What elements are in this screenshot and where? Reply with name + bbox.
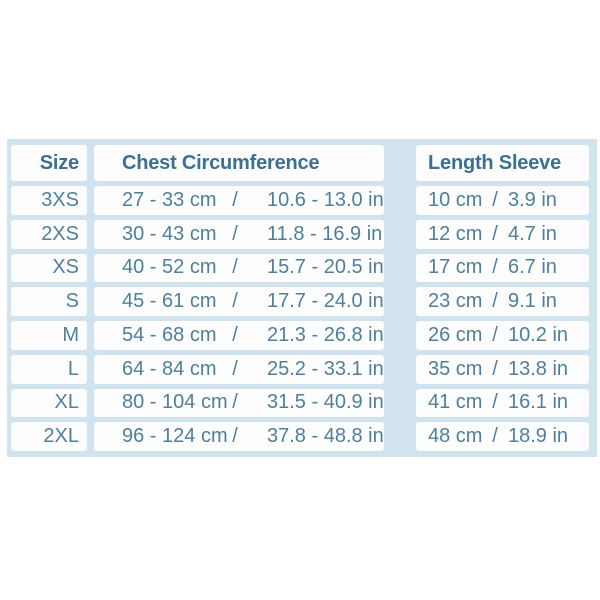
length-sleeve-cell: 41 cm / 16.1 in xyxy=(416,388,589,418)
sleeve-in-value: 4.7 in xyxy=(508,222,557,245)
sleeve-in-value: 10.2 in xyxy=(508,323,569,346)
length-sleeve-cell: 12 cm / 4.7 in xyxy=(416,219,589,249)
length-sleeve-cell: 48 cm / 18.9 in xyxy=(416,422,589,451)
chest-circumference-cell: 27 - 33 cm / 10.6 - 13.0 in xyxy=(94,186,384,215)
chest-circumference-cell: 54 - 68 cm / 21.3 - 26.8 in xyxy=(94,321,384,350)
size-value: 2XL xyxy=(11,422,87,451)
slash-separator: / xyxy=(232,391,238,414)
size-value: XS xyxy=(11,253,87,283)
sleeve-cm-value: 10 cm xyxy=(428,188,483,211)
size-chart-table: Size Chest Circumference Length Sleeve 3… xyxy=(7,139,597,457)
chest-circumference-column-header: Chest Circumference xyxy=(94,145,384,181)
slash-separator: / xyxy=(492,357,498,380)
table-row: M 54 - 68 cm / 21.3 - 26.8 in 26 cm / 10… xyxy=(11,321,589,350)
length-sleeve-column-header: Length Sleeve xyxy=(416,145,589,181)
length-sleeve-cell: 23 cm / 9.1 in xyxy=(416,287,589,316)
size-value: 2XS xyxy=(11,219,87,249)
sleeve-in-value: 13.8 in xyxy=(508,357,569,380)
size-value: 3XS xyxy=(11,186,87,215)
slash-separator: / xyxy=(492,188,498,211)
table-row: XS 40 - 52 cm / 15.7 - 20.5 in 17 cm / 6… xyxy=(11,253,589,283)
size-column-header: Size xyxy=(11,145,87,181)
sleeve-cm-value: 23 cm xyxy=(428,290,483,313)
chest-circumference-cell: 40 - 52 cm / 15.7 - 20.5 in xyxy=(94,253,384,283)
slash-separator: / xyxy=(232,357,238,380)
chest-circumference-cell: 30 - 43 cm / 11.8 - 16.9 in xyxy=(94,219,384,249)
length-sleeve-cell: 17 cm / 6.7 in xyxy=(416,253,589,283)
chest-circumference-cell: 80 - 104 cm / 31.5 - 40.9 in xyxy=(94,388,384,418)
slash-separator: / xyxy=(232,323,238,346)
sleeve-cm-value: 35 cm xyxy=(428,357,483,380)
chest-circumference-cell: 96 - 124 cm / 37.8 - 48.8 in xyxy=(94,422,384,451)
sleeve-in-value: 16.1 in xyxy=(508,391,569,414)
slash-separator: / xyxy=(232,290,238,313)
chest-cm-value: 40 - 52 cm xyxy=(122,256,217,279)
sleeve-cm-value: 41 cm xyxy=(428,391,483,414)
slash-separator: / xyxy=(232,188,238,211)
table-row: 3XS 27 - 33 cm / 10.6 - 13.0 in 10 cm / … xyxy=(11,186,589,215)
table-header-row: Size Chest Circumference Length Sleeve xyxy=(11,145,589,181)
chest-cm-value: 64 - 84 cm xyxy=(122,357,217,380)
chest-in-value: 15.7 - 20.5 in xyxy=(267,256,384,279)
size-value: XL xyxy=(11,388,87,418)
chest-circumference-cell: 45 - 61 cm / 17.7 - 24.0 in xyxy=(94,287,384,316)
size-value: L xyxy=(11,354,87,384)
chest-in-value: 21.3 - 26.8 in xyxy=(267,323,384,346)
slash-separator: / xyxy=(492,425,498,448)
slash-separator: / xyxy=(232,425,238,448)
length-sleeve-cell: 26 cm / 10.2 in xyxy=(416,321,589,350)
sleeve-cm-value: 26 cm xyxy=(428,323,483,346)
chest-in-value: 17.7 - 24.0 in xyxy=(267,290,384,313)
sleeve-cm-value: 17 cm xyxy=(428,256,483,279)
table-row: S 45 - 61 cm / 17.7 - 24.0 in 23 cm / 9.… xyxy=(11,287,589,316)
chest-in-value: 37.8 - 48.8 in xyxy=(267,425,384,448)
chest-cm-value: 80 - 104 cm xyxy=(122,391,228,414)
sleeve-cm-value: 12 cm xyxy=(428,222,483,245)
slash-separator: / xyxy=(232,256,238,279)
chest-in-value: 25.2 - 33.1 in xyxy=(267,357,384,380)
length-sleeve-cell: 10 cm / 3.9 in xyxy=(416,186,589,215)
sleeve-cm-value: 48 cm xyxy=(428,425,483,448)
slash-separator: / xyxy=(492,323,498,346)
chest-cm-value: 45 - 61 cm xyxy=(122,290,217,313)
slash-separator: / xyxy=(232,222,238,245)
slash-separator: / xyxy=(492,391,498,414)
size-value: S xyxy=(11,287,87,316)
slash-separator: / xyxy=(492,256,498,279)
chest-cm-value: 96 - 124 cm xyxy=(122,425,228,448)
sleeve-in-value: 3.9 in xyxy=(508,188,557,211)
chest-cm-value: 54 - 68 cm xyxy=(122,323,217,346)
chest-in-value: 31.5 - 40.9 in xyxy=(267,391,384,414)
slash-separator: / xyxy=(492,222,498,245)
table-row: L 64 - 84 cm / 25.2 - 33.1 in 35 cm / 13… xyxy=(11,354,589,384)
sleeve-in-value: 6.7 in xyxy=(508,256,557,279)
chest-circumference-cell: 64 - 84 cm / 25.2 - 33.1 in xyxy=(94,354,384,384)
chest-in-value: 11.8 - 16.9 in xyxy=(267,222,383,245)
table-row: 2XL 96 - 124 cm / 37.8 - 48.8 in 48 cm /… xyxy=(11,422,589,451)
size-value: M xyxy=(11,321,87,350)
slash-separator: / xyxy=(492,290,498,313)
table-row: XL 80 - 104 cm / 31.5 - 40.9 in 41 cm / … xyxy=(11,388,589,418)
table-row: 2XS 30 - 43 cm / 11.8 - 16.9 in 12 cm / … xyxy=(11,219,589,249)
sleeve-in-value: 9.1 in xyxy=(508,290,557,313)
chest-cm-value: 27 - 33 cm xyxy=(122,188,217,211)
length-sleeve-cell: 35 cm / 13.8 in xyxy=(416,354,589,384)
sleeve-in-value: 18.9 in xyxy=(508,425,569,448)
chest-in-value: 10.6 - 13.0 in xyxy=(267,188,384,211)
chest-cm-value: 30 - 43 cm xyxy=(122,222,217,245)
